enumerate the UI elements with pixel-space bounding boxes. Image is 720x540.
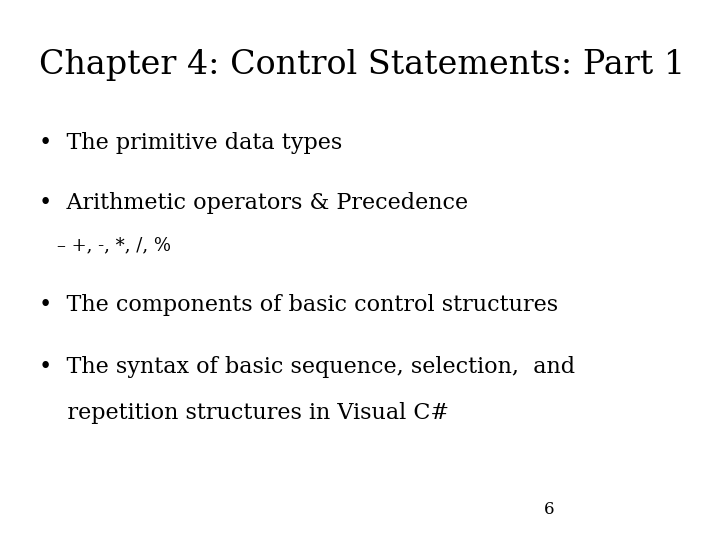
Text: •  Arithmetic operators & Precedence: • Arithmetic operators & Precedence	[39, 192, 468, 214]
Text: Chapter 4: Control Statements: Part 1: Chapter 4: Control Statements: Part 1	[39, 49, 685, 80]
Text: – +, -, *, /, %: – +, -, *, /, %	[57, 237, 171, 254]
Text: 6: 6	[544, 502, 554, 518]
Text: •  The components of basic control structures: • The components of basic control struct…	[39, 294, 558, 316]
Text: •  The syntax of basic sequence, selection,  and: • The syntax of basic sequence, selectio…	[39, 356, 575, 379]
Text: repetition structures in Visual C#: repetition structures in Visual C#	[39, 402, 449, 424]
Text: •  The primitive data types: • The primitive data types	[39, 132, 342, 154]
